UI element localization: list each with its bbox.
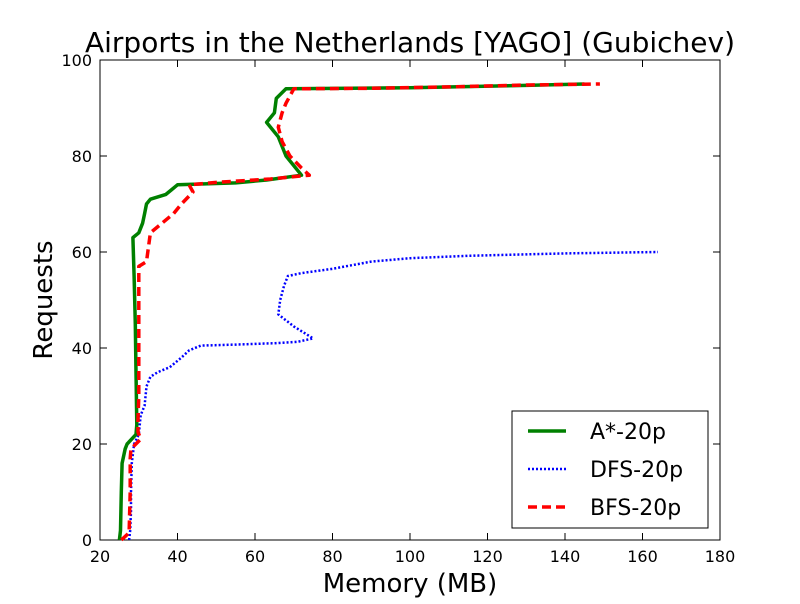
- x-tick-label: 20: [90, 547, 110, 566]
- series-layer: [117, 82, 659, 542]
- legend-label: A*-20p: [590, 420, 666, 445]
- y-tick-label: 60: [72, 243, 92, 262]
- x-axis: 20 40 60 80 100 120 140 160 180: [90, 60, 735, 566]
- x-tick-label: 120: [472, 547, 503, 566]
- y-tick-label: 0: [82, 531, 92, 550]
- series-line-dfs-20p: [127, 250, 659, 541]
- x-tick-label: 180: [705, 547, 736, 566]
- x-tick-label: 60: [245, 547, 265, 566]
- y-tick-label: 40: [72, 339, 92, 358]
- y-tick-label: 80: [72, 147, 92, 166]
- chart-title: Airports in the Netherlands [YAGO] (Gubi…: [85, 26, 735, 59]
- x-tick-label: 100: [395, 547, 426, 566]
- y-axis-label: Requests: [29, 240, 59, 359]
- legend-label: BFS-20p: [590, 496, 681, 521]
- y-tick-label: 20: [72, 435, 92, 454]
- y-axis: 0 20 40 60 80 100: [61, 51, 720, 550]
- y-tick-label: 100: [61, 51, 92, 70]
- x-tick-label: 160: [627, 547, 658, 566]
- x-axis-label: Memory (MB): [323, 569, 498, 599]
- x-tick-label: 80: [322, 547, 342, 566]
- x-tick-label: 40: [167, 547, 187, 566]
- series-line-bfs-20p: [120, 82, 600, 542]
- x-tick-label: 140: [550, 547, 581, 566]
- legend-label: DFS-20p: [590, 458, 683, 483]
- series-line-a-20p: [117, 82, 585, 541]
- legend: A*-20p DFS-20p BFS-20p: [511, 410, 709, 529]
